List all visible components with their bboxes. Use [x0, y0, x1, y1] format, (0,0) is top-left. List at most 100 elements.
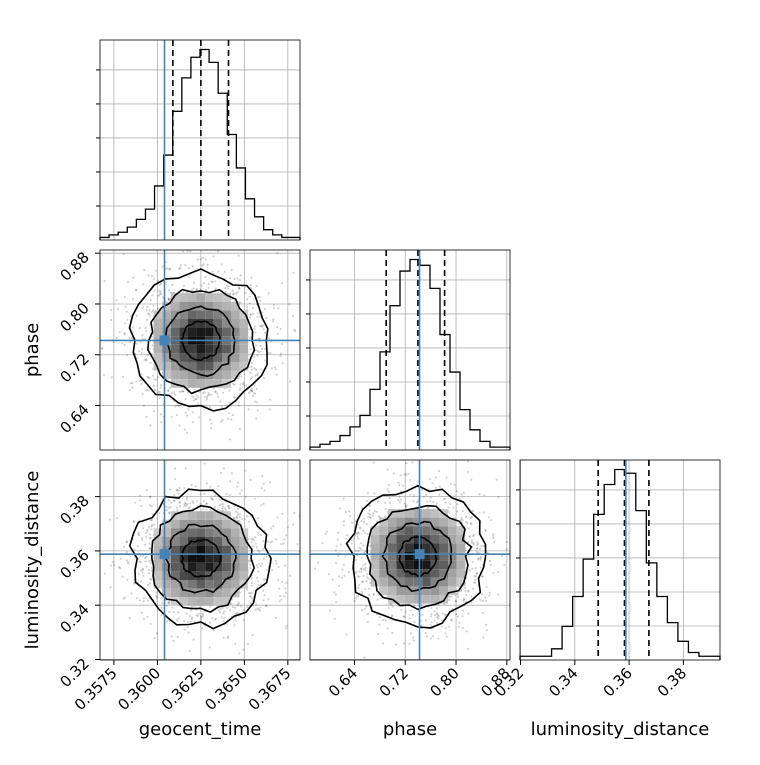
- scatter-point: [470, 515, 474, 518]
- scatter-point: [173, 393, 177, 396]
- scatter-point: [333, 591, 336, 594]
- scatter-point: [218, 611, 222, 614]
- scatter-point: [159, 383, 163, 387]
- scatter-point: [366, 612, 369, 616]
- scatter-point: [167, 298, 170, 301]
- scatter-point: [117, 308, 120, 311]
- density-cell: [179, 379, 188, 388]
- scatter-point: [151, 524, 154, 527]
- scatter-point: [168, 267, 172, 270]
- scatter-point: [249, 377, 252, 381]
- scatter-point: [203, 462, 206, 465]
- scatter-point: [165, 505, 168, 509]
- density-cell: [230, 528, 240, 538]
- density-cell: [422, 509, 431, 518]
- scatter-point: [391, 614, 394, 617]
- scatter-point: [139, 494, 142, 497]
- density-cell: [196, 554, 206, 563]
- scatter-point: [359, 567, 363, 570]
- scatter-point: [161, 265, 165, 268]
- scatter-point: [118, 331, 121, 334]
- scatter-point: [196, 403, 199, 406]
- scatter-point: [260, 487, 263, 490]
- scatter-point: [345, 534, 349, 537]
- scatter-point: [473, 578, 477, 582]
- density-cell: [162, 537, 171, 546]
- scatter-point: [369, 516, 372, 519]
- scatter-point: [205, 396, 209, 399]
- scatter-point: [184, 397, 187, 401]
- scatter-point: [182, 284, 186, 288]
- density-cell: [162, 519, 171, 529]
- scatter-point: [220, 263, 223, 266]
- scatter-point: [181, 290, 185, 294]
- scatter-point: [378, 623, 381, 626]
- scatter-point: [381, 642, 385, 645]
- scatter-point: [262, 547, 265, 551]
- scatter-point: [112, 340, 115, 344]
- scatter-point: [168, 602, 171, 605]
- scatter-point: [243, 518, 246, 521]
- density-cell: [170, 353, 180, 362]
- scatter-point: [334, 549, 337, 552]
- scatter-point: [179, 403, 182, 407]
- scatter-point: [260, 504, 263, 507]
- scatter-point: [254, 368, 258, 371]
- density-cell: [439, 586, 449, 596]
- density-cell: [205, 528, 214, 538]
- scatter-point: [294, 329, 297, 333]
- scatter-point: [137, 350, 141, 353]
- scatter-point: [132, 582, 136, 585]
- scatter-point: [225, 492, 228, 495]
- scatter-point: [112, 561, 115, 564]
- scatter-point: [250, 584, 253, 587]
- scatter-point: [221, 606, 224, 609]
- x-tick-label-phase: 0.72: [376, 664, 412, 700]
- scatter-point: [190, 618, 193, 621]
- density-cell: [370, 526, 380, 535]
- scatter-point: [190, 609, 193, 612]
- scatter-point: [172, 391, 176, 394]
- scatter-point: [226, 635, 230, 638]
- density-cell: [187, 580, 197, 589]
- scatter-point: [430, 613, 433, 616]
- scatter-point: [387, 483, 391, 487]
- scatter-point: [368, 504, 372, 507]
- scatter-point: [257, 570, 260, 573]
- scatter-point: [467, 527, 470, 530]
- density-cell: [222, 344, 231, 354]
- scatter-point: [489, 564, 492, 567]
- scatter-point: [152, 410, 156, 413]
- scatter-point: [472, 533, 476, 537]
- scatter-point: [254, 536, 257, 539]
- scatter-point: [236, 516, 239, 520]
- scatter-point: [216, 508, 219, 511]
- density-cell: [213, 597, 223, 606]
- scatter-point: [280, 543, 283, 546]
- x-axis-label-luminosity_distance: luminosity_distance: [531, 719, 710, 740]
- scatter-point: [361, 580, 364, 583]
- scatter-point: [158, 396, 161, 400]
- scatter-point: [197, 396, 200, 399]
- scatter-point: [428, 478, 431, 481]
- scatter-point: [457, 522, 460, 525]
- scatter-point: [167, 506, 170, 509]
- scatter-point: [354, 597, 357, 600]
- scatter-point: [270, 527, 273, 530]
- scatter-point: [125, 540, 128, 543]
- scatter-point: [480, 545, 483, 548]
- density-cell: [456, 577, 466, 587]
- scatter-point: [473, 581, 476, 585]
- density-cell: [239, 353, 249, 362]
- scatter-point: [335, 600, 338, 604]
- density-cell: [379, 586, 388, 596]
- scatter-point: [275, 562, 278, 565]
- scatter-point: [150, 578, 153, 581]
- density-cell: [370, 534, 380, 544]
- scatter-point: [357, 537, 360, 540]
- scatter-point: [466, 471, 469, 474]
- scatter-point: [186, 414, 189, 417]
- scatter-point: [253, 367, 256, 370]
- density-cell: [387, 517, 397, 527]
- scatter-point: [188, 506, 191, 509]
